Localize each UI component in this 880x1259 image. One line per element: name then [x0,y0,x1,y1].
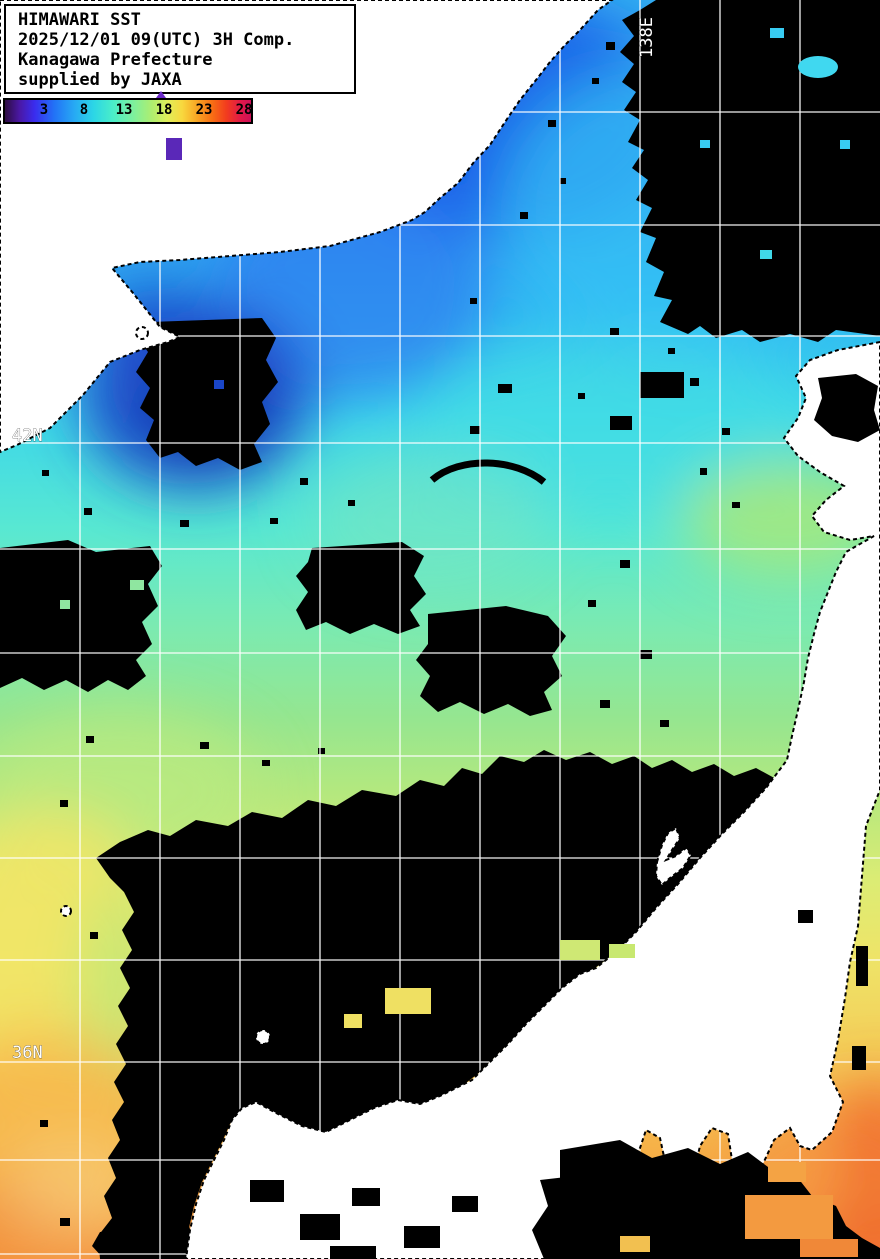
lon-label-138e: 138E [637,17,657,58]
cloud-big-bottom [96,750,796,1259]
cloud-tohoku-blob [814,374,880,442]
cloud-holes [60,28,858,1257]
grid-labels: 42N 36N 138E [12,17,658,1063]
colorbar-tick: 8 [79,102,89,118]
cloud-arc [429,459,547,485]
cloud-izu-west [532,1172,630,1259]
colorbar-tick: 23 [195,102,213,118]
colorbar-tick: 13 [115,102,133,118]
land-island-bay [135,326,149,340]
land-honshu-tohoku [184,340,880,1259]
land-island-sado [654,826,693,887]
map-title-box: HIMAWARI SST 2025/12/01 09(UTC) 3H Comp.… [4,4,356,94]
cloud-top-right [620,0,880,342]
title-source: supplied by JAXA [18,70,182,90]
cloud-left-mid [0,540,162,692]
land-island-round [255,1029,271,1045]
sst-colorbar: 3 8 13 18 23 28 [3,98,253,124]
colorbar-tick: 28 [235,102,253,118]
land-island-small-west [60,905,72,917]
colorbar-tick: 3 [39,102,49,118]
title-region: Kanagawa Prefecture [18,50,213,70]
cloud-west-blue [136,318,278,470]
lat-label-42n: 42N [12,426,43,446]
title-datetime: 2025/12/01 09(UTC) 3H Comp. [18,30,295,50]
cloud-mask-land [250,60,880,1259]
cloud-center [296,542,426,634]
lat-label-36n: 36N [12,1043,43,1063]
title-product: HIMAWARI SST [18,10,141,30]
cloud-center-arm [416,606,566,716]
colorbar-pointer-icon [156,91,166,98]
cloud-bottom-left-strip [92,1224,196,1259]
colorbar-tick: 18 [155,102,173,118]
